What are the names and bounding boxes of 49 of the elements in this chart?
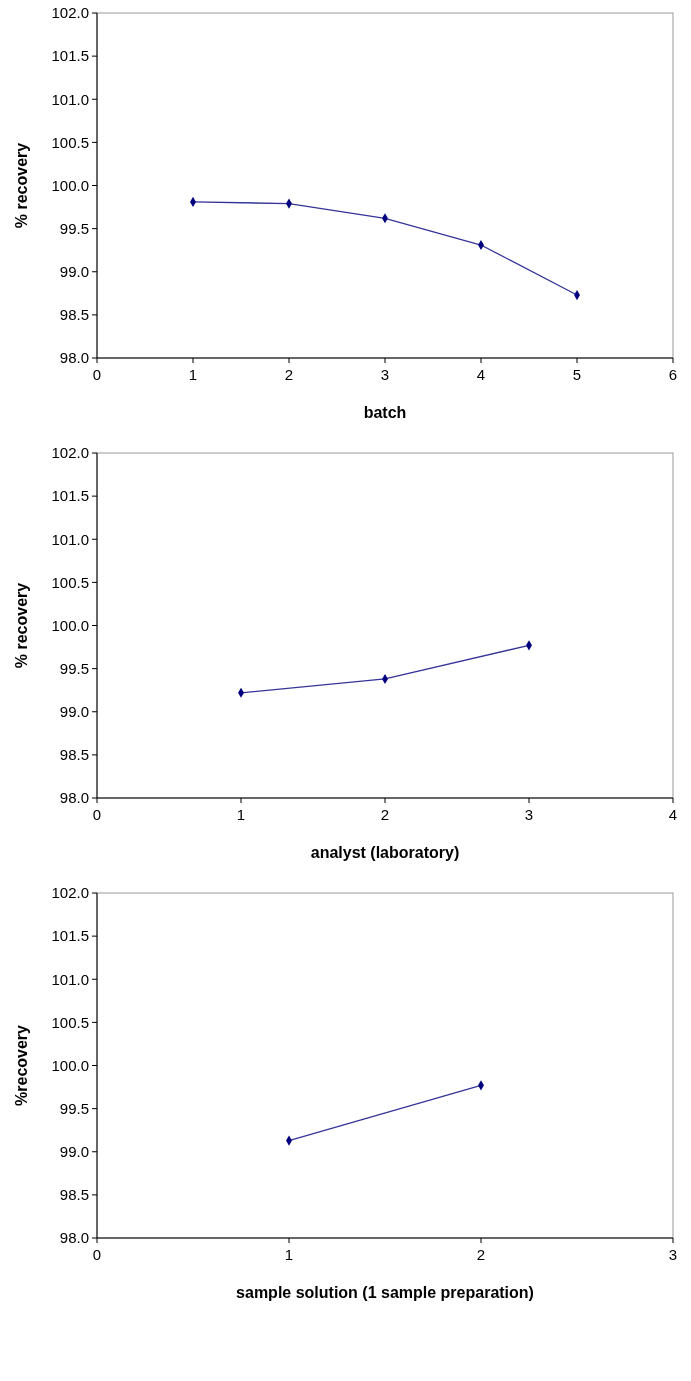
- x-tick-label: 3: [524, 806, 534, 823]
- y-tick-label: 98.0: [59, 349, 89, 367]
- x-tick-label: 3: [380, 366, 390, 383]
- y-tick-label: 101.5: [51, 927, 89, 945]
- y-tick-label: 98.5: [59, 1186, 89, 1204]
- x-tick-label: 4: [476, 366, 486, 383]
- y-tick-label: 102.0: [51, 884, 89, 902]
- x-axis-title: batch: [363, 404, 407, 421]
- y-tick-label: 98.0: [59, 789, 89, 807]
- x-tick-label: 2: [284, 366, 294, 383]
- y-tick-label: 100.0: [51, 616, 89, 634]
- y-tick-label: 99.5: [59, 659, 89, 677]
- y-tick-label: 101.5: [51, 47, 89, 65]
- y-axis-title: % recovery: [13, 582, 30, 669]
- x-tick-label: 6: [668, 366, 678, 383]
- y-tick-label: 100.0: [51, 1056, 89, 1074]
- y-tick-label: 100.5: [51, 1013, 89, 1031]
- y-tick-label: 100.0: [51, 176, 89, 194]
- x-tick-label: 2: [380, 806, 390, 823]
- y-tick-label: 101.5: [51, 487, 89, 505]
- y-tick-label: 98.5: [59, 746, 89, 764]
- x-tick-label: 4: [668, 806, 678, 823]
- x-axis-title: sample solution (1 sample preparation): [236, 1284, 534, 1301]
- y-tick-label: 101.0: [51, 970, 89, 988]
- y-tick-label: 101.0: [51, 90, 89, 108]
- y-tick-label: 102.0: [51, 444, 89, 462]
- y-tick-label: 101.0: [51, 530, 89, 548]
- x-tick-label: 0: [92, 366, 102, 383]
- y-axis-title: % recovery: [13, 142, 30, 229]
- x-tick-label: 3: [668, 1246, 678, 1263]
- y-tick-label: 99.0: [59, 703, 89, 720]
- x-tick-label: 0: [92, 1246, 102, 1263]
- y-tick-label: 100.5: [51, 573, 89, 591]
- y-tick-label: 99.5: [59, 1099, 89, 1117]
- x-tick-label: 1: [284, 1246, 294, 1263]
- x-tick-label: 1: [236, 806, 246, 823]
- x-tick-label: 2: [476, 1246, 486, 1263]
- y-tick-label: 99.5: [59, 219, 89, 237]
- x-axis-title: analyst (laboratory): [310, 844, 460, 861]
- y-tick-label: 100.5: [51, 133, 89, 151]
- y-tick-label: 98.0: [59, 1229, 89, 1247]
- y-tick-label: 99.0: [59, 263, 89, 280]
- y-axis-title: %recovery: [13, 1024, 30, 1106]
- y-tick-label: 102.0: [51, 4, 89, 22]
- y-tick-label: 99.0: [59, 1143, 89, 1160]
- x-tick-label: 0: [92, 806, 102, 823]
- x-tick-label: 1: [188, 366, 198, 383]
- x-tick-label: 5: [572, 366, 582, 383]
- y-tick-label: 98.5: [59, 306, 89, 324]
